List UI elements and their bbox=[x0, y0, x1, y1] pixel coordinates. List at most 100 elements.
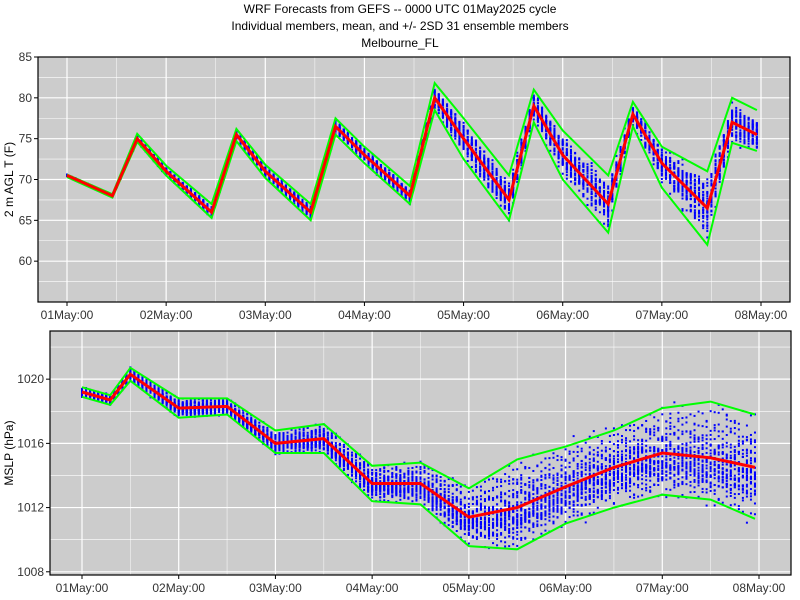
t-member-point bbox=[293, 193, 296, 196]
t-member-point bbox=[487, 168, 490, 171]
t-member-point bbox=[561, 147, 564, 150]
t-member-point bbox=[685, 174, 688, 177]
t-member-point bbox=[735, 139, 738, 142]
t-member-point bbox=[528, 129, 531, 132]
t-member-point bbox=[549, 120, 552, 123]
t-member-point bbox=[685, 175, 688, 178]
t-member-point bbox=[557, 139, 560, 142]
t-member-point bbox=[698, 196, 701, 199]
t-member-point bbox=[722, 141, 725, 144]
t-member-point bbox=[594, 177, 597, 180]
t-member-point bbox=[706, 227, 709, 230]
t-member-point bbox=[404, 195, 407, 198]
t-member-point bbox=[689, 177, 692, 180]
t-member-point bbox=[598, 191, 601, 194]
t-member-point bbox=[698, 177, 701, 180]
t-member-point bbox=[698, 192, 701, 195]
t-member-point bbox=[536, 97, 539, 100]
t-member-point bbox=[301, 198, 304, 201]
t-member-point bbox=[462, 141, 465, 144]
t-member-point bbox=[743, 118, 746, 121]
t-member-point bbox=[549, 129, 552, 132]
t-member-point bbox=[553, 136, 556, 139]
t-member-point bbox=[582, 180, 585, 183]
t-member-point bbox=[301, 210, 304, 213]
t-member-point bbox=[607, 185, 610, 188]
t-member-point bbox=[479, 169, 482, 172]
t-member-point bbox=[702, 210, 705, 213]
t-member-point bbox=[569, 145, 572, 148]
t-member-point bbox=[536, 124, 539, 127]
t-member-point bbox=[735, 113, 738, 116]
t-member-point bbox=[479, 155, 482, 158]
t-member-point bbox=[698, 194, 701, 197]
t-member-point bbox=[516, 159, 519, 162]
t-member-point bbox=[367, 152, 370, 155]
t-member-point bbox=[363, 156, 366, 159]
t-member-point bbox=[607, 187, 610, 190]
t-member-point bbox=[619, 170, 622, 173]
t-member-point bbox=[289, 198, 292, 201]
t-member-point bbox=[640, 122, 643, 125]
t-member-point bbox=[264, 174, 267, 177]
t-member-point bbox=[582, 173, 585, 176]
t-member-point bbox=[693, 215, 696, 218]
t-member-point bbox=[644, 122, 647, 125]
t-member-point bbox=[743, 122, 746, 125]
t-member-point bbox=[454, 113, 457, 116]
t-member-point bbox=[755, 126, 758, 129]
t-member-point bbox=[673, 162, 676, 165]
t-member-point bbox=[565, 177, 568, 180]
t-member-point bbox=[239, 143, 242, 146]
t-member-point bbox=[582, 165, 585, 168]
t-member-point bbox=[565, 151, 568, 154]
t-member-point bbox=[198, 197, 201, 200]
t-member-point bbox=[371, 155, 374, 158]
t-member-point bbox=[615, 165, 618, 168]
t-member-point bbox=[545, 114, 548, 117]
t-member-point bbox=[557, 134, 560, 137]
t-member-point bbox=[644, 146, 647, 149]
t-member-point bbox=[338, 125, 341, 128]
t-member-point bbox=[508, 191, 511, 194]
t-member-point bbox=[177, 184, 180, 187]
t-member-point bbox=[458, 125, 461, 128]
t-member-point bbox=[755, 125, 758, 128]
t-member-point bbox=[586, 163, 589, 166]
t-member-point bbox=[714, 190, 717, 193]
t-member-point bbox=[660, 151, 663, 154]
t-member-point bbox=[598, 187, 601, 190]
t-member-point bbox=[474, 166, 477, 169]
t-member-point bbox=[656, 159, 659, 162]
t-member-point bbox=[590, 190, 593, 193]
chart-title-line-1: WRF Forecasts from GEFS -- 0000 UTC 01Ma… bbox=[243, 2, 557, 16]
t-member-point bbox=[702, 206, 705, 209]
t-member-point bbox=[664, 151, 667, 154]
t-member-point bbox=[210, 206, 213, 209]
t-member-point bbox=[755, 122, 758, 125]
t-member-point bbox=[503, 204, 506, 207]
t-member-point bbox=[578, 158, 581, 161]
t-member-point bbox=[574, 162, 577, 165]
t-member-point bbox=[706, 200, 709, 203]
t-member-point bbox=[474, 170, 477, 173]
t-member-point bbox=[689, 186, 692, 189]
t-member-point bbox=[607, 190, 610, 193]
t-member-point bbox=[615, 166, 618, 169]
t-member-point bbox=[569, 150, 572, 153]
t-member-point bbox=[652, 144, 655, 147]
t-member-point bbox=[487, 186, 490, 189]
t-member-point bbox=[611, 177, 614, 180]
t-member-point bbox=[276, 183, 279, 186]
t-member-point bbox=[702, 186, 705, 189]
t-member-point bbox=[685, 172, 688, 175]
t-member-point bbox=[474, 151, 477, 154]
t-member-point bbox=[594, 173, 597, 176]
t-member-point bbox=[384, 168, 387, 171]
t-member-point bbox=[739, 146, 742, 149]
t-member-point bbox=[735, 125, 738, 128]
t-member-point bbox=[454, 128, 457, 131]
t-member-point bbox=[693, 183, 696, 186]
t-member-point bbox=[243, 141, 246, 144]
t-member-point bbox=[392, 174, 395, 177]
